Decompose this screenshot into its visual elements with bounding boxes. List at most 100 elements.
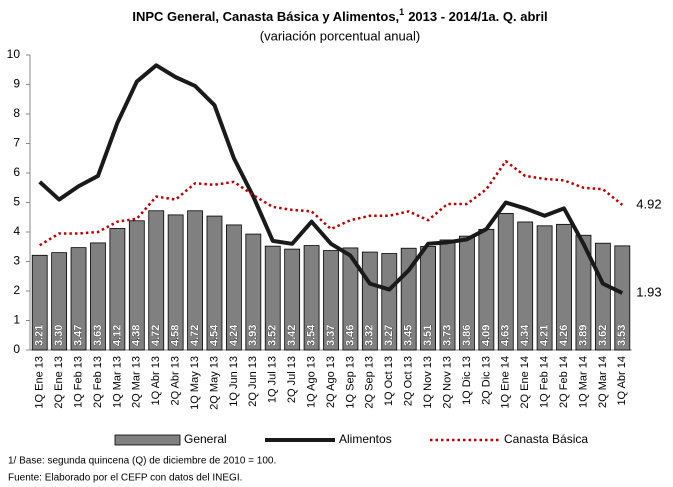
bar [167,214,184,351]
x-tick-label: 1Q Oct 13 [383,356,395,406]
end-label: 4.92 [636,196,661,211]
x-tick-label: 1Q Abr 13 [150,356,162,406]
title-main: INPC General, Canasta Básica y Alimentos… [132,9,399,24]
bar-label: 3.37 [325,325,337,346]
title-note: 1 [399,7,404,17]
bar [284,248,301,351]
bar-label: 4.09 [480,325,492,346]
bar [575,234,592,351]
y-tick-label: 1 [13,313,20,327]
bar-label: 3.21 [34,325,46,346]
bar-label: 4.34 [519,324,531,346]
legend-swatch [114,434,181,446]
bar-label: 3.86 [461,325,473,346]
bar-label: 3.53 [616,325,628,346]
bar-label: 4.54 [208,324,220,346]
bar [439,239,456,351]
bar [128,220,145,351]
bar-label: 3.47 [72,325,84,346]
bar [187,210,203,351]
bar [614,245,631,351]
legend-label: Canasta Básica [504,432,588,446]
bar [303,245,320,351]
bar [31,254,48,351]
bar-label: 4.72 [150,325,162,346]
bar [70,247,87,351]
bar-label: 3.30 [53,325,65,346]
y-tick-label: 3 [13,254,20,268]
bar [517,221,534,351]
x-tick-label: 1Q Mar 14 [577,356,589,408]
x-tick-label: 1Q Jul 13 [267,356,279,403]
chart-title: INPC General, Canasta Básica y Alimentos… [132,7,547,24]
x-tick-label: 2Q Dic 13 [480,356,492,405]
y-tick-label: 6 [13,165,20,179]
x-tick-label: 1Q Abr 14 [616,356,628,406]
bar-label: 3.89 [577,325,589,346]
y-tick-label: 10 [7,47,21,61]
bar-label: 4.58 [170,325,182,346]
y-tick-label: 4 [13,224,20,238]
end-label: 1.93 [636,285,661,300]
x-tick-label: 1Q May 13 [189,356,201,410]
x-tick-label: 2Q Ene 14 [519,356,531,409]
bar-label: 3.62 [597,325,609,346]
bar-label: 3.52 [267,325,279,346]
bar [594,242,611,351]
bar-label: 3.54 [305,324,317,346]
x-tick-label: 1Q Jun 13 [228,356,240,407]
x-tick-label: 1Q Dic 13 [461,356,473,405]
bar [323,250,339,351]
bar [342,247,359,351]
x-tick-label: 1Q Feb 14 [539,356,551,408]
footnote: 1/ Base: segunda quincena (Q) de diciemb… [8,456,276,467]
bar [459,235,475,351]
x-tick-label: 2Q Mar 14 [597,356,609,408]
bar [381,253,398,351]
x-tick-label: 2Q Mar 13 [131,356,143,408]
x-tick-label: 1Q Feb 13 [72,356,84,408]
y-tick-label: 9 [13,77,20,91]
bar-label: 3.46 [344,325,356,346]
x-tick-label: 2Q Feb 14 [558,356,570,408]
bar-label: 3.27 [383,325,395,346]
bar-label: 4.72 [189,325,201,346]
chart-subtitle: (variación porcentual anual) [260,28,420,43]
bar-label: 4.26 [558,325,570,346]
bar-label: 3.32 [364,325,376,346]
footnote: Fuente: Elaborado por el CEFP con datos … [8,473,242,484]
x-tick-label: 2Q Sep 13 [364,356,376,409]
x-tick-label: 1Q Ene 13 [34,356,46,409]
bar [148,210,165,351]
y-tick-label: 0 [13,342,20,356]
x-tick-label: 1Q Mar 13 [111,356,123,408]
x-tick-label: 2Q Jun 13 [247,356,259,407]
bar-label: 3.73 [441,325,453,346]
bar [497,213,514,351]
x-tick-label: 2Q Feb 13 [92,356,104,408]
bar-label: 4.12 [111,325,123,346]
bar [245,233,262,351]
bar [90,242,106,351]
bar [51,252,68,351]
bar [109,228,126,351]
line-line [38,63,624,295]
x-tick-label: 2Q Jul 13 [286,356,298,403]
bar-label: 4.24 [228,324,240,346]
x-tick-label: 1Q Nov 13 [422,356,434,409]
bar-label: 3.93 [247,325,259,346]
bar-label: 4.63 [500,325,512,346]
x-tick-label: 2Q Nov 13 [441,356,453,409]
x-tick-label: 1Q Sep 13 [344,356,356,409]
bar [556,223,572,351]
bar-label: 3.51 [422,325,434,346]
line-dotted [39,159,624,247]
x-tick-label: 2Q Abr 13 [170,356,182,406]
x-tick-label: 2Q Oct 13 [403,356,415,406]
bar-label: 3.45 [403,325,415,346]
y-tick-label: 5 [13,195,20,209]
bar-label: 3.63 [92,325,104,346]
bar [206,215,223,351]
legend-label: General [184,432,227,446]
